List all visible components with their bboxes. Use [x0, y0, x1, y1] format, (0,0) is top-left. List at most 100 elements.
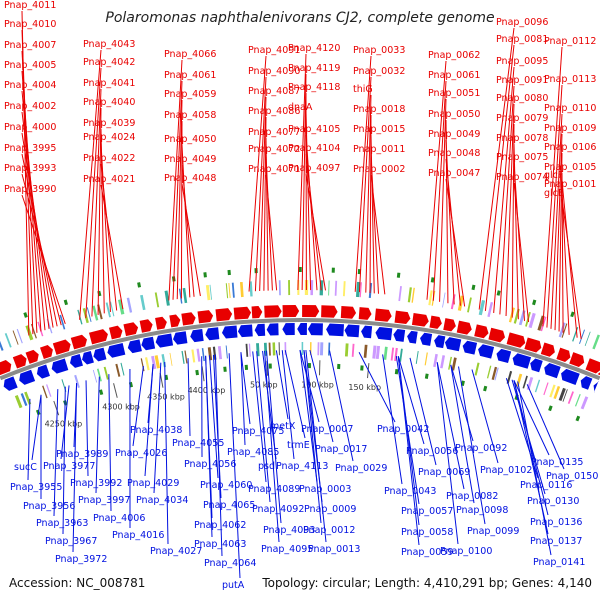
top-gene-label-leader: [542, 46, 563, 327]
feature-band: [209, 284, 213, 300]
feature-band: [457, 295, 464, 311]
reverse-gene-arrow: [561, 368, 580, 385]
topology-text: Topology: circular; Length: 4,410,291 bp…: [262, 576, 592, 590]
feature-band: [567, 391, 574, 404]
feature-band: [355, 281, 361, 298]
outer-marker: [570, 311, 575, 318]
top-gene-label-leader: [172, 80, 183, 300]
feature-band: [0, 340, 4, 351]
top-gene-label-leader: [554, 133, 563, 331]
top-gene-label-leader: [100, 184, 124, 310]
bottom-gene-label: Pnap_0056: [406, 446, 458, 457]
top-gene-label-leader: [21, 194, 66, 325]
feature-band: [543, 382, 549, 396]
top-gene-label-leader: [305, 134, 318, 291]
feature-band: [86, 307, 92, 323]
forward-gene-arrow: [302, 305, 320, 318]
feature-band: [144, 357, 150, 371]
bottom-gene-label-leader: [209, 355, 219, 479]
outer-marker: [430, 277, 435, 283]
top-gene-label: Pnap_0081: [496, 34, 548, 45]
top-gene-label: Pnap_0048: [428, 148, 480, 159]
reverse-gene-arrow: [530, 358, 543, 373]
feature-band: [278, 280, 281, 296]
top-gene-label: Pnap_0049: [428, 129, 480, 140]
feature-band: [342, 281, 346, 297]
feature-band: [448, 356, 453, 370]
reverse-gene-arrow: [496, 348, 512, 364]
inner-marker: [195, 369, 199, 376]
feature-band: [228, 282, 231, 299]
top-gene-label-leader: [358, 76, 372, 293]
forward-gene-arrow: [540, 342, 555, 357]
top-gene-label: Pnap_4118: [288, 82, 340, 93]
feature-band: [92, 305, 99, 321]
forward-gene-arrow: [585, 358, 600, 374]
top-gene-label: Pnap_0074: [496, 172, 548, 183]
bottom-gene-label-leader: [153, 362, 162, 494]
reverse-gene-arrow: [127, 339, 142, 354]
bottom-gene-label: Pnap_0092: [455, 443, 507, 454]
feature-band: [486, 365, 492, 379]
top-gene-label-leader: [426, 60, 447, 300]
top-gene-label: Pnap_4004: [4, 80, 56, 91]
feature-band: [411, 287, 415, 303]
reverse-gene-arrow: [141, 336, 156, 351]
reverse-gene-arrow: [266, 323, 279, 336]
top-gene-label: Pnap_3995: [4, 143, 56, 154]
feature-band: [201, 348, 205, 362]
outer-marker: [496, 290, 501, 296]
top-gene-label: Pnap_4071: [248, 164, 300, 175]
feature-band: [120, 362, 125, 376]
bottom-gene-label: Pnap_4085: [227, 447, 279, 458]
bottom-gene-label-leader: [284, 350, 306, 439]
bottom-gene-label-leader: [303, 349, 322, 524]
top-gene-label: Pnap_4059: [164, 89, 216, 100]
top-gene-label: Pnap_4024: [83, 132, 135, 143]
feature-band: [328, 280, 330, 296]
forward-gene-arrow: [197, 310, 214, 324]
forward-gene-arrow: [108, 325, 123, 340]
reverse-gene-arrow: [254, 323, 266, 337]
scale-tick-label: 100 kbp: [301, 380, 334, 389]
feature-band: [14, 395, 23, 409]
feature-band: [553, 385, 561, 400]
scale-tick: [113, 383, 118, 398]
outer-marker: [63, 299, 68, 306]
feature-band: [301, 342, 304, 356]
bottom-gene-label-leader: [240, 352, 246, 446]
top-gene-label-leader: [181, 164, 195, 297]
bottom-gene-label: Pnap_4063: [194, 539, 246, 550]
top-gene-label: Pnap_0101: [544, 179, 596, 190]
bottom-gene-label: Pnap_4065: [203, 500, 255, 511]
reverse-gene-arrow: [326, 323, 345, 337]
bottom-gene-label: Pnap_3972: [55, 554, 107, 565]
reverse-gene-arrow: [580, 376, 593, 390]
outer-marker: [203, 272, 207, 278]
top-gene-label-leader: [513, 162, 526, 321]
bottom-gene-label: Pnap_0135: [531, 457, 583, 468]
bottom-gene-label: Pnap_4029: [127, 478, 179, 489]
feature-band: [92, 369, 98, 383]
bottom-gene-label-leader: [62, 386, 66, 535]
top-gene-label: Pnap_0002: [353, 164, 405, 175]
scale-tick: [53, 400, 60, 416]
forward-gene-arrow: [123, 322, 139, 337]
bottom-gene-label-leader: [436, 362, 465, 490]
forward-gene-arrow: [443, 318, 456, 332]
reverse-gene-arrow: [462, 340, 478, 355]
reverse-gene-arrow: [82, 350, 94, 365]
reverse-gene-arrow: [297, 323, 307, 336]
top-gene-label: Pnap_4091: [248, 45, 300, 56]
outer-marker: [97, 290, 102, 297]
bottom-gene-label-leader: [397, 356, 420, 546]
top-gene-label-leader: [176, 99, 183, 300]
top-gene-label-leader: [493, 66, 515, 313]
top-gene-label-leader: [79, 49, 102, 320]
bottom-gene-label-leader: [228, 353, 241, 579]
bottom-gene-label: Pnap_0059: [401, 547, 453, 558]
reverse-gene-arrow: [69, 354, 83, 368]
bottom-gene-label: Pnap_4113: [276, 461, 328, 472]
inner-marker: [128, 381, 133, 388]
top-gene-label-leader: [100, 163, 118, 311]
